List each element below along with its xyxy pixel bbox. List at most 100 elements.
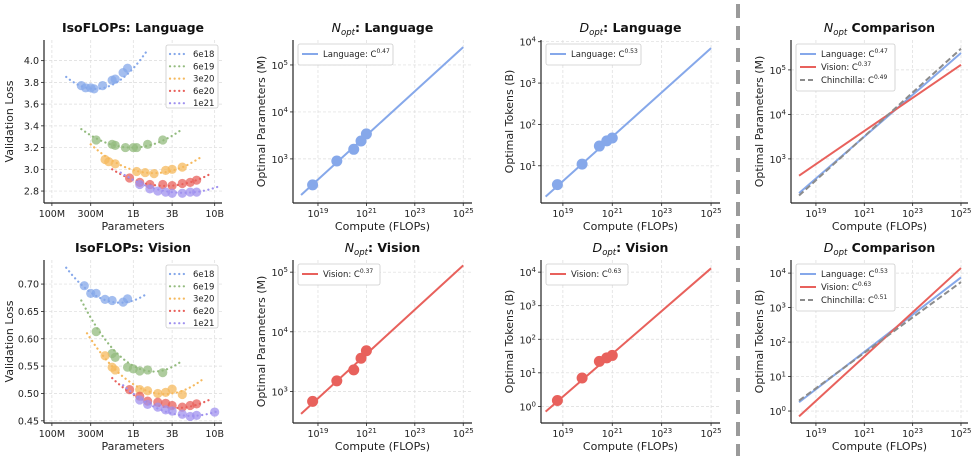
title-subscript: opt bbox=[354, 248, 369, 258]
y-tick-label: 105 bbox=[271, 266, 288, 279]
tick-base: 10 bbox=[769, 269, 781, 280]
data-point bbox=[145, 184, 155, 194]
panel-5: 100M 300M 1B 3B 10B 0.45 0.50 0.55 0.60 0.65 0.70 6… bbox=[3, 240, 224, 453]
title-symbol: D bbox=[824, 240, 834, 255]
data-point bbox=[192, 410, 202, 420]
y-tick-label: 104 bbox=[271, 106, 288, 119]
y-axis-label: Optimal Parameters (M) bbox=[255, 56, 268, 188]
legend-box bbox=[545, 263, 629, 286]
data-point bbox=[135, 385, 145, 395]
tick-base: 10 bbox=[651, 209, 663, 220]
data-point bbox=[177, 162, 187, 172]
data-point bbox=[576, 372, 588, 384]
legend-exponent: 0.37 bbox=[858, 61, 872, 68]
y-axis-label: Validation Loss bbox=[3, 300, 16, 382]
tick-exponent: 25 bbox=[963, 427, 972, 435]
legend-label: 6e20 bbox=[193, 87, 214, 97]
tick-exponent: 23 bbox=[914, 207, 923, 215]
x-tick-label: 1B bbox=[127, 209, 140, 220]
data-point bbox=[89, 84, 99, 94]
x-tick-label: 1021 bbox=[356, 427, 377, 440]
y-tick-label: 4.0 bbox=[24, 56, 39, 67]
title-text: IsoFLOPs: Language bbox=[62, 20, 204, 35]
data-point bbox=[158, 368, 168, 378]
tick-exponent: 1 bbox=[782, 371, 786, 379]
legend-box bbox=[165, 264, 219, 329]
data-point bbox=[177, 389, 187, 400]
legend-name: Vision: C bbox=[821, 63, 858, 73]
tick-exponent: 2 bbox=[532, 333, 536, 341]
y-tick-label: 0.45 bbox=[18, 416, 39, 427]
x-tick-label: 1025 bbox=[701, 427, 722, 440]
x-tick-label: 1021 bbox=[356, 207, 377, 220]
y-tick-label: 103 bbox=[271, 385, 288, 398]
data-point bbox=[360, 345, 372, 357]
chart-title: Dopt: Language bbox=[580, 20, 682, 38]
legend-name: Language: C bbox=[323, 50, 377, 60]
legend-name: Vision: C bbox=[571, 270, 608, 280]
tick-exponent: 4 bbox=[782, 267, 787, 275]
data-point bbox=[551, 179, 563, 191]
tick-exponent: 19 bbox=[564, 427, 573, 435]
y-axis-label: Validation Loss bbox=[3, 80, 16, 162]
title-symbol: N bbox=[332, 20, 342, 35]
tick-base: 10 bbox=[805, 209, 817, 220]
tick-exponent: 1 bbox=[532, 160, 536, 168]
data-point bbox=[331, 375, 343, 387]
data-point bbox=[120, 142, 130, 153]
y-tick-label: 103 bbox=[769, 302, 786, 315]
y-tick-label: 104 bbox=[519, 266, 536, 279]
tick-base: 10 bbox=[602, 429, 614, 440]
legend-name: Vision: C bbox=[821, 283, 858, 293]
data-point bbox=[177, 188, 187, 198]
x-axis-label: Parameters bbox=[102, 440, 165, 453]
data-point bbox=[348, 364, 360, 376]
chart-title: IsoFLOPs: Vision bbox=[75, 240, 191, 255]
x-tick-label: 1B bbox=[127, 429, 140, 440]
x-tick-label: 1025 bbox=[701, 207, 722, 220]
legend-exponent: 0.53 bbox=[874, 268, 888, 275]
x-tick-label: 1019 bbox=[552, 207, 573, 220]
data-point bbox=[167, 384, 177, 394]
data-point bbox=[177, 409, 187, 419]
legend-label: Vision: C0.63 bbox=[821, 281, 871, 293]
legend-name: Vision: C bbox=[323, 270, 360, 280]
fit-line-2 bbox=[798, 281, 962, 402]
x-tick-label: 1019 bbox=[805, 207, 826, 220]
x-tick-label: 1019 bbox=[307, 207, 328, 220]
tick-exponent: 1 bbox=[532, 367, 536, 375]
legend-label: 6e19 bbox=[193, 62, 214, 72]
legend-name: Chinchilla: C bbox=[821, 76, 874, 86]
data-point bbox=[360, 128, 372, 140]
legend-label: 6e18 bbox=[193, 270, 214, 280]
y-tick-label: 104 bbox=[271, 326, 288, 339]
x-tick-label: 100M bbox=[39, 429, 65, 440]
tick-base: 10 bbox=[271, 155, 283, 166]
data-point bbox=[331, 155, 343, 167]
data-point bbox=[348, 143, 360, 155]
tick-base: 10 bbox=[404, 209, 416, 220]
tick-exponent: 4 bbox=[532, 266, 537, 274]
data-point bbox=[177, 178, 187, 189]
data-point bbox=[124, 385, 135, 395]
x-axis-label: Compute (FLOPs) bbox=[335, 440, 430, 453]
tick-exponent: 2 bbox=[532, 118, 536, 126]
y-tick-label: 102 bbox=[519, 333, 536, 346]
x-tick-label: 1021 bbox=[602, 427, 623, 440]
tick-exponent: 25 bbox=[713, 207, 722, 215]
tick-base: 10 bbox=[307, 209, 319, 220]
tick-base: 10 bbox=[854, 429, 866, 440]
y-tick-label: 100 bbox=[519, 400, 536, 413]
legend-exponent: 0.53 bbox=[624, 48, 638, 55]
data-point bbox=[185, 187, 195, 197]
data-point bbox=[135, 366, 145, 376]
data-point bbox=[140, 167, 150, 178]
legend-exponent: 0.51 bbox=[874, 294, 888, 301]
tick-exponent: 23 bbox=[416, 427, 425, 435]
legend-exponent: 0.37 bbox=[360, 268, 374, 275]
data-point bbox=[91, 288, 101, 298]
tick-base: 10 bbox=[271, 387, 283, 398]
tick-exponent: 3 bbox=[782, 153, 786, 161]
